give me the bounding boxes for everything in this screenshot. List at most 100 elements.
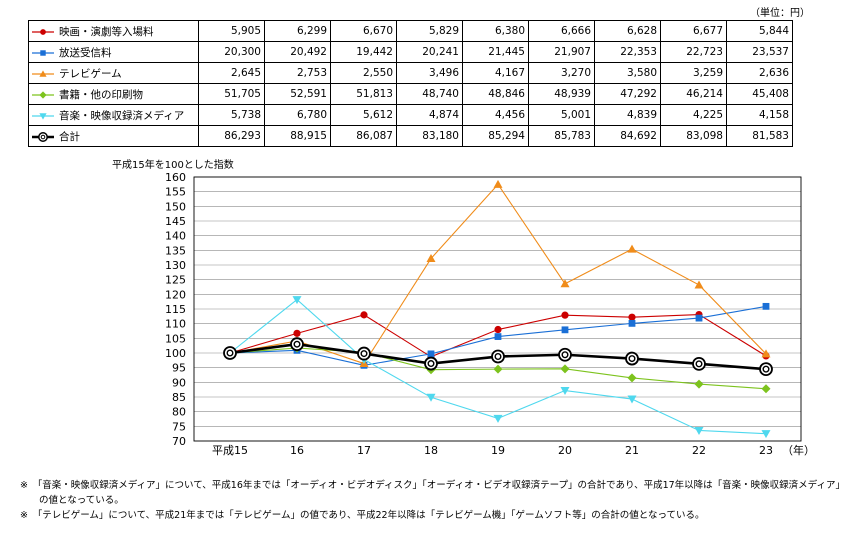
data-point [761,430,771,439]
x-axis-unit-label: （年） [782,443,815,457]
x-tick-label: 19 [491,444,505,457]
footnote-1: ※ 「音楽・映像収録済メディア」について、平成16年までは「オーディオ・ビデオデ… [20,480,846,491]
data-point [694,426,704,435]
table-legend-cell: 合計 [28,125,199,147]
data-point [560,387,570,396]
y-tick-label: 110 [165,318,186,331]
data-point [560,364,570,374]
table-legend-cell: テレビゲーム [28,62,199,84]
table-row: 合計 86,293 88,915 86,087 83,180 85,294 85,783 84… [28,125,793,147]
data-point [561,311,569,319]
data-point [427,350,435,358]
table-cell: 45,408 [726,83,793,105]
x-tick-label: 20 [558,444,572,457]
y-tick-label: 85 [172,391,186,404]
data-point [628,313,636,321]
data-point [560,279,570,288]
data-point [692,356,706,371]
y-tick-label: 70 [172,435,186,448]
y-tick-label: 125 [165,274,186,287]
x-tick-label: 16 [290,444,304,457]
data-point [625,351,639,366]
table-cell: 23,537 [726,41,793,63]
table-series-label: 放送受信料 [59,46,112,59]
legend-marker-icon [32,90,54,99]
data-point [494,333,502,340]
data-point [491,349,505,364]
table-cell: 52,591 [264,83,331,105]
data-point [628,319,636,327]
legend-marker-icon [32,49,54,56]
table-cell: 5,001 [528,104,595,126]
table-series-label: 映画・演劇等入場料 [59,25,154,38]
table-row: 映画・演劇等入場料 5,905 6,299 6,670 5,829 6,380 6,666 6… [28,20,793,42]
legend-marker-icon [32,112,54,120]
x-tick-label: 21 [625,444,639,457]
table-cell: 2,645 [198,62,265,84]
data-point [357,346,371,361]
footnote-1-cont: の値となっている。 [20,495,124,506]
table-cell: 85,294 [462,125,529,147]
data-point [694,280,704,289]
table-cell: 6,666 [528,20,595,42]
data-point [426,393,436,402]
y-tick-label: 75 [172,420,186,433]
table-series-label: テレビゲーム [59,67,122,80]
y-tick-label: 160 [165,171,186,184]
table-cell: 5,829 [396,20,463,42]
legend-marker-icon [32,69,54,77]
data-point [493,414,503,423]
data-point [627,244,637,253]
x-tick-label: 18 [424,444,438,457]
table-cell: 21,907 [528,41,595,63]
data-point [558,347,572,362]
table-legend-cell: 音楽・映像収録済メディア [28,104,199,126]
data-point [223,346,237,360]
plot-area [193,176,802,442]
table-cell: 84,692 [594,125,661,147]
y-tick-label: 145 [165,215,186,228]
data-point [762,302,770,310]
footnote-2: ※ 「テレビゲーム」について、平成21年までは「テレビゲーム」の値であり、平成2… [20,510,705,521]
data-point [494,325,502,334]
table-cell: 21,445 [462,41,529,63]
y-tick-label: 155 [165,186,186,199]
y-tick-label: 120 [165,288,186,301]
table-cell: 81,583 [726,125,793,147]
x-tick-label: 平成15 [212,444,248,457]
y-tick-label: 115 [165,303,186,316]
table-cell: 88,915 [264,125,331,147]
y-tick-label: 100 [165,347,186,360]
y-tick-label: 135 [165,244,186,257]
data-point [761,384,771,394]
unit-label: （単位：円） [750,8,810,19]
data-point [759,362,773,377]
data-point [426,254,436,263]
data-point [424,356,438,371]
data-point [694,379,704,389]
data-point [292,296,302,305]
table-series-label: 音楽・映像収録済メディア [59,109,185,122]
y-tick-label: 140 [165,230,186,243]
index-label: 平成15年を100とした指数 [112,160,234,171]
table-cell: 83,098 [660,125,727,147]
data-point [561,326,569,334]
legend-marker-icon [32,131,54,142]
table-series-label: 合計 [59,130,80,143]
data-point [761,349,771,358]
legend-marker-icon [32,28,54,35]
data-table: 映画・演劇等入場料 5,905 6,299 6,670 5,829 6,380 6,666 6… [28,20,793,147]
data-point [627,373,637,383]
x-tick-label: 17 [357,444,371,457]
y-tick-label: 80 [172,406,186,419]
data-point [293,329,301,337]
data-point [290,337,304,352]
table-cell: 5,612 [330,104,397,126]
table-series-label: 書籍・他の印刷物 [59,88,143,101]
data-point [493,364,503,374]
table-cell: 5,738 [198,104,265,126]
y-tick-label: 90 [172,376,186,389]
data-point [493,179,503,188]
data-point [695,314,703,322]
